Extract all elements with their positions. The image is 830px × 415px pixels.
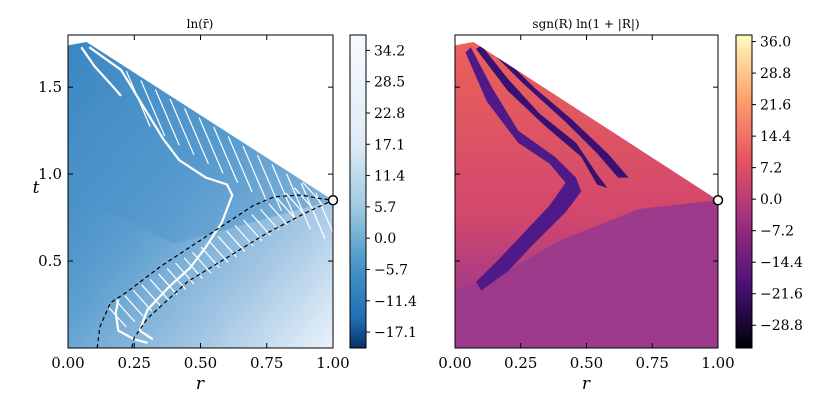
hatch-line	[227, 136, 253, 193]
hatch-line	[183, 257, 204, 280]
colorbar-tick-label: 21.6	[760, 98, 791, 114]
white-contour-line	[80, 46, 122, 97]
colorbar-tick-label: 36.0	[760, 35, 791, 51]
x-tick-label: 0.50	[184, 354, 217, 372]
x-tick-label: 0.25	[118, 354, 151, 372]
colorbar-tick-label: 11.4	[374, 169, 405, 185]
y-tick-label: 0.5	[38, 252, 62, 270]
left-y-axis-label: t	[33, 178, 40, 198]
colorbar-tick-label: −17.1	[374, 325, 417, 341]
right-y-ticks	[455, 86, 718, 262]
colorbar-tick-label: 5.7	[374, 200, 396, 216]
hatch-line	[115, 300, 136, 323]
left-white-curves	[80, 46, 234, 344]
colorbar-tick-label: 0.0	[760, 192, 782, 208]
hatch-line	[141, 284, 161, 306]
x-tick-label: 0.00	[51, 354, 84, 372]
right-upper-region	[455, 42, 718, 291]
hatch-line	[169, 98, 195, 155]
white-contour-line	[114, 299, 148, 344]
hatch-line	[140, 80, 166, 137]
colorbar-tick-label: −28.8	[760, 318, 803, 334]
y-tick-label: 1.0	[38, 165, 62, 183]
colorbar-tick-label: −5.7	[374, 262, 408, 278]
hatch-line	[276, 198, 297, 220]
hatch-line	[268, 203, 288, 226]
left-colorbar-bar	[349, 34, 367, 349]
left-panel: 0.00 0.25 0.50 0.75 1.00 0.51.01.5 ln(r̄) r …	[33, 17, 350, 394]
right-colorbar: 36.0 28.8 21.6 14.4 7.2 0.0 −7.2 −14.4 −21.6 −28.…	[735, 34, 803, 349]
dark-band	[465, 47, 582, 291]
hatch-line	[251, 214, 271, 236]
left-colorbar: 34.2 28.5 22.8 17.1 11.4 5.7 0.0 −5.7 −11.4 −17.1	[349, 34, 417, 349]
left-colorbar-ticks: 34.2 28.5 22.8 17.1 11.4 5.7 0.0 −5.7 −11.4 −17.1	[366, 43, 417, 341]
hatch-line	[271, 164, 297, 221]
colorbar-tick-label: −14.4	[760, 255, 803, 271]
x-tick-label: 1.00	[316, 354, 349, 372]
hatch-line	[256, 154, 282, 212]
colorbar-tick-label: −11.4	[374, 294, 417, 310]
y-tick-label: 1.5	[38, 78, 62, 96]
hatch-line	[154, 89, 180, 146]
right-colorbar-bar	[735, 34, 753, 349]
hatch-line	[285, 192, 305, 215]
hatch-line	[310, 176, 331, 199]
colorbar-tick-label: −7.2	[760, 224, 794, 240]
colorbar-tick-label: 17.1	[374, 137, 405, 153]
right-x-axis-label: r	[582, 374, 591, 394]
colorbar-tick-label: 14.4	[760, 129, 791, 145]
left-blank-region	[68, 35, 333, 201]
right-panel: 0.00 0.25 0.50 0.75 1.00 sgn(R) ln(1 + |R|) …	[438, 17, 734, 394]
x-tick-label: 0.50	[570, 354, 603, 372]
white-contour-line	[88, 46, 234, 341]
left-y-ticks: 0.5 1.0 1.5	[38, 78, 333, 270]
x-tick-label: 0.75	[636, 354, 669, 372]
hatch-line	[293, 187, 314, 209]
hatch-line	[300, 183, 326, 240]
colorbar-tick-label: 34.2	[374, 43, 405, 59]
x-tick-label: 1.00	[701, 354, 734, 372]
right-title: sgn(R) ln(1 + |R|)	[532, 17, 639, 31]
hatch-line	[319, 171, 333, 188]
left-x-axis-label: r	[196, 374, 205, 394]
right-boundary-marker	[712, 194, 724, 206]
hatch-line	[184, 108, 210, 165]
hatch-line	[242, 145, 268, 202]
x-tick-label: 0.00	[438, 354, 471, 372]
hatch-line	[226, 230, 246, 253]
x-tick-label: 0.25	[504, 354, 537, 372]
hatch-line	[286, 173, 312, 230]
right-blank-region	[455, 35, 718, 201]
hatch-line	[315, 192, 333, 235]
right-colorbar-ticks: 36.0 28.8 21.6 14.4 7.2 0.0 −7.2 −14.4 −21.6 −28.…	[752, 35, 803, 334]
colorbar-tick-label: 28.8	[760, 66, 791, 82]
left-title: ln(r̄)	[187, 17, 214, 31]
colorbar-tick-label: 28.5	[374, 75, 405, 91]
colorbar-tick-label: 7.2	[760, 161, 782, 177]
hatch-line	[149, 278, 170, 301]
hatch-line	[198, 117, 224, 174]
left-boundary-marker	[327, 194, 339, 206]
hatch-line	[213, 126, 239, 183]
hatch-line	[158, 273, 178, 296]
left-dashed-contour	[96, 194, 333, 348]
hatch-line	[124, 295, 144, 317]
colorbar-tick-label: 22.8	[374, 106, 405, 122]
colorbar-tick-label: −21.6	[760, 287, 803, 303]
right-dark-bands	[465, 45, 629, 291]
hatch-line	[209, 241, 229, 263]
right-x-ticks: 0.00 0.25 0.50 0.75 1.00	[438, 35, 735, 372]
hatch-line	[192, 251, 212, 274]
hatch-line	[259, 208, 280, 231]
dark-band	[476, 45, 608, 189]
dark-band	[486, 45, 629, 178]
colorbar-tick-label: 0.0	[374, 231, 396, 247]
left-x-ticks: 0.00 0.25 0.50 0.75 1.00	[51, 35, 350, 372]
x-tick-label: 0.75	[250, 354, 283, 372]
